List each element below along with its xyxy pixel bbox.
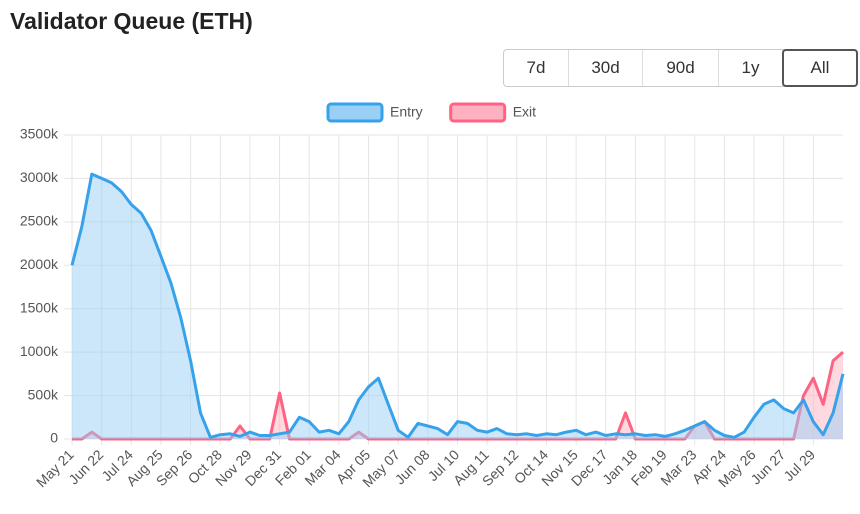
y-tick-label: 1500k [20,299,59,315]
y-tick-label: 3500k [20,126,59,142]
y-tick-label: 1000k [20,343,59,359]
page-title: Validator Queue (ETH) [10,8,253,34]
y-tick-label: 2500k [20,213,59,229]
x-tick-label: Jul 29 [780,446,818,484]
x-tick-label: Jun 27 [747,446,788,487]
y-tick-label: 2000k [20,256,59,272]
x-tick-label: Jun 22 [65,446,106,487]
range-button[interactable]: All [782,49,858,87]
range-buttons: 7d 30d 90d 1y All [503,49,858,87]
legend-label: Entry [390,104,423,120]
range-button[interactable]: 90d [643,50,719,86]
legend-swatch [449,102,507,123]
series-line [70,172,845,439]
legend-swatch [326,102,384,123]
range-button[interactable]: 30d [569,50,643,86]
legend-label: Exit [513,104,536,120]
series-area [72,174,843,439]
y-tick-label: 500k [28,386,59,402]
x-tick-label: Jun 08 [392,446,433,487]
y-tick-label: 0 [50,430,58,446]
x-tick-label: May 21 [33,446,77,490]
range-button[interactable]: 7d [504,50,569,86]
y-tick-label: 3000k [20,169,59,185]
